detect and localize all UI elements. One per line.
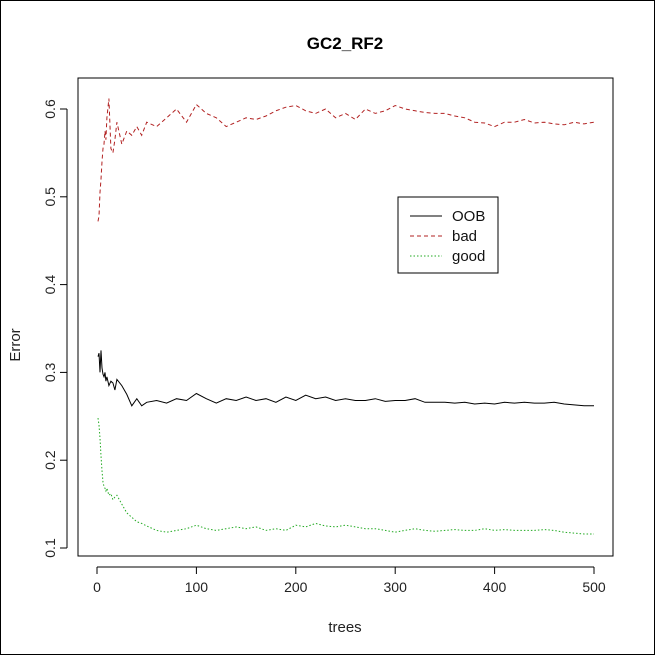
x-tick-label: 0: [93, 579, 101, 595]
series-line-oob: [97, 350, 594, 407]
chart-title: GC2_RF2: [307, 34, 384, 53]
y-tick-label: 0.1: [42, 538, 58, 558]
x-tick-label: 300: [384, 579, 408, 595]
series-group: [97, 98, 595, 535]
x-tick-label: 400: [483, 579, 507, 595]
y-tick-label: 0.5: [42, 187, 58, 207]
series-line-good: [97, 418, 594, 535]
legend-box: [397, 196, 499, 274]
y-tick-label: 0.2: [42, 450, 58, 470]
y-axis: 0.1 0.2 0.3 0.4 0.5 0.6: [42, 99, 68, 558]
legend: OOB bad good: [397, 196, 499, 274]
legend-label-bad: bad: [452, 228, 477, 245]
y-axis-label: Error: [7, 328, 24, 361]
plot-box: [77, 77, 614, 557]
series-line-bad: [97, 98, 595, 222]
legend-label-good: good: [452, 248, 485, 265]
x-tick-label: 500: [582, 579, 606, 595]
x-tick-label: 200: [284, 579, 308, 595]
x-tick-label: 100: [185, 579, 209, 595]
y-tick-label: 0.6: [42, 99, 58, 119]
legend-label-oob: OOB: [452, 208, 485, 225]
y-tick-label: 0.4: [42, 275, 58, 295]
x-axis-label: trees: [328, 619, 361, 636]
y-tick-label: 0.3: [42, 362, 58, 382]
x-axis: 0 100 200 300 400 500: [93, 566, 606, 595]
